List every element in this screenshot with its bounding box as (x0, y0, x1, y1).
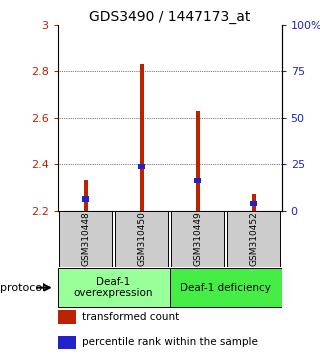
FancyBboxPatch shape (115, 211, 168, 267)
Text: GSM310449: GSM310449 (193, 212, 202, 266)
FancyBboxPatch shape (59, 211, 112, 267)
Text: Deaf-1
overexpression: Deaf-1 overexpression (74, 277, 153, 298)
FancyBboxPatch shape (58, 268, 170, 307)
Bar (196, 111, 200, 211)
Bar (195, 178, 201, 183)
Bar (58, 336, 76, 349)
Text: protocol: protocol (0, 282, 45, 293)
Bar (252, 194, 256, 211)
Text: GSM310452: GSM310452 (249, 212, 258, 266)
Bar (83, 196, 89, 201)
Bar (58, 310, 76, 324)
Text: Deaf-1 deficiency: Deaf-1 deficiency (180, 282, 271, 293)
Text: transformed count: transformed count (82, 312, 180, 322)
FancyBboxPatch shape (170, 268, 282, 307)
Text: percentile rank within the sample: percentile rank within the sample (82, 337, 258, 348)
FancyBboxPatch shape (171, 211, 224, 267)
Text: GSM310450: GSM310450 (137, 211, 146, 267)
FancyBboxPatch shape (227, 211, 280, 267)
Bar (84, 181, 88, 211)
Bar (140, 64, 144, 211)
Text: GSM310448: GSM310448 (81, 212, 90, 266)
Title: GDS3490 / 1447173_at: GDS3490 / 1447173_at (89, 10, 250, 24)
Bar (139, 164, 145, 169)
Bar (251, 201, 257, 206)
